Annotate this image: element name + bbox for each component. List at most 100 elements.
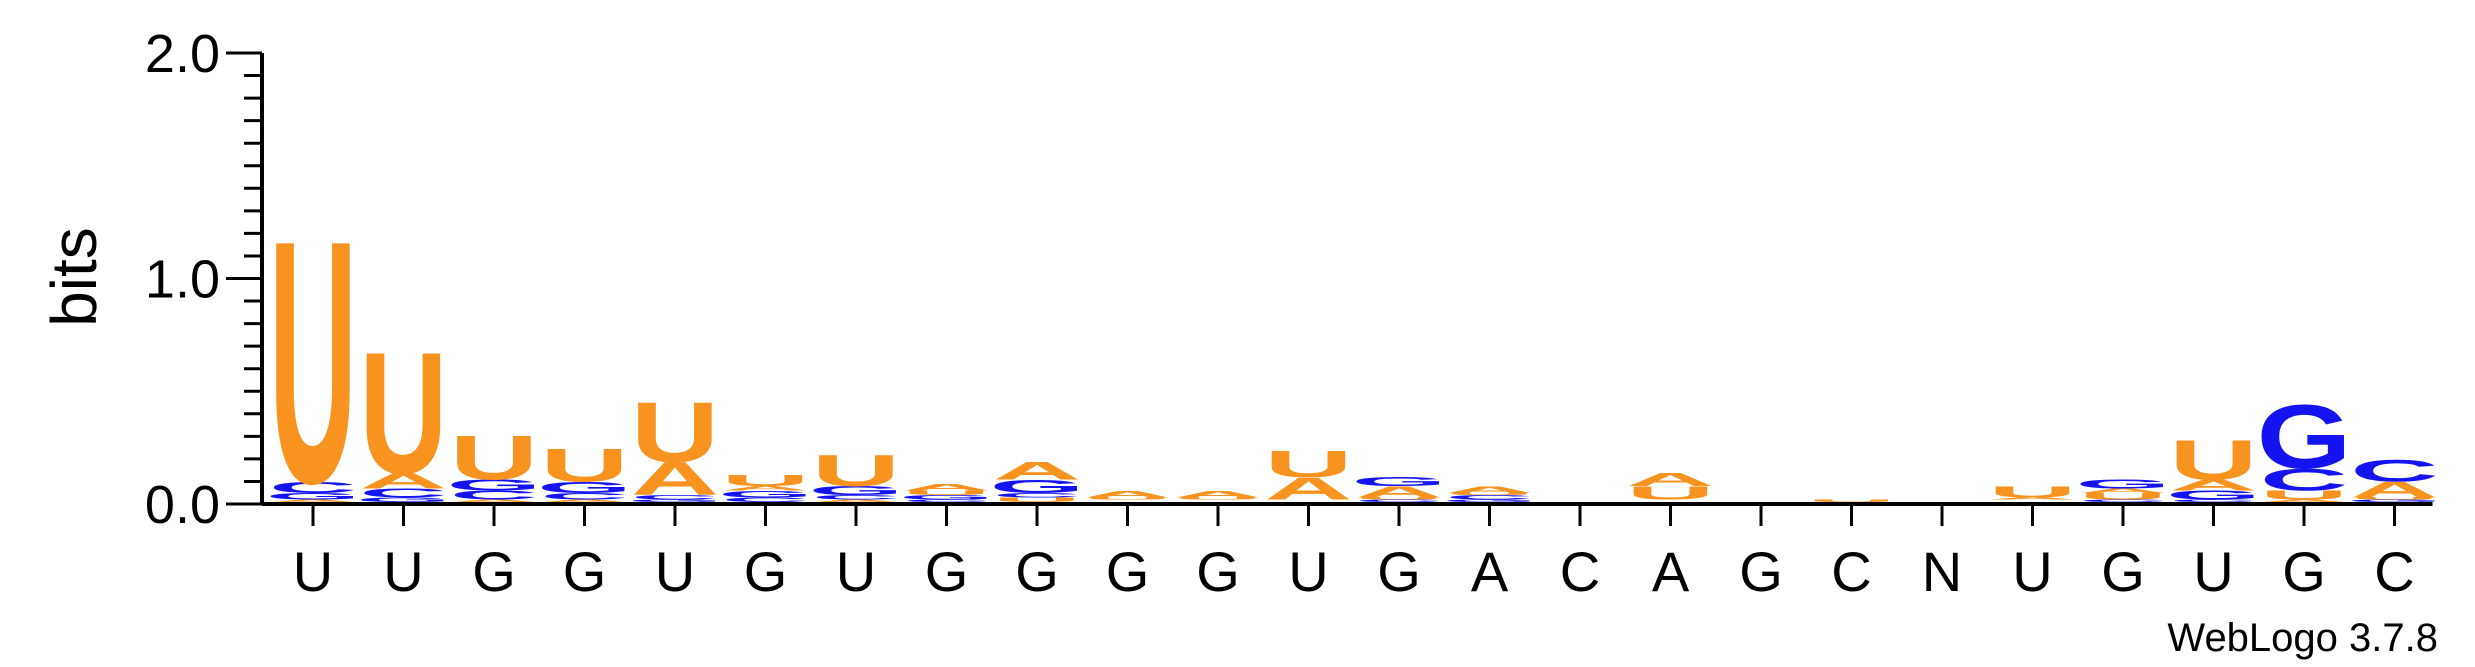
logo-letter-u: U bbox=[1988, 483, 2076, 501]
logo-letter-u: U bbox=[2079, 491, 2167, 501]
logo-letter-g: G bbox=[446, 477, 541, 495]
logo-letter-u: U bbox=[1626, 483, 1714, 504]
logo-letter-u: U bbox=[1807, 499, 1895, 502]
logo-letter-g: G bbox=[537, 479, 632, 497]
logo-letter-c: C bbox=[450, 488, 538, 502]
y-axis: 0.0 1.0 2.0 bbox=[145, 24, 264, 535]
logo-letter-c: C bbox=[2350, 453, 2438, 488]
logo-letter-u: U bbox=[1355, 497, 1443, 500]
logo-letter-c: C bbox=[2169, 499, 2257, 502]
x-tick-label: U bbox=[293, 540, 333, 603]
logo-letter-a: A bbox=[540, 499, 628, 502]
x-tick-label: A bbox=[1471, 540, 1509, 603]
logo-letter-u: U bbox=[450, 422, 538, 493]
logo-letter-a: A bbox=[1264, 471, 1352, 506]
logo-letter-g: G bbox=[808, 484, 903, 498]
x-tick-label: G bbox=[2101, 540, 2145, 603]
logo-letter-c: C bbox=[1445, 494, 1533, 501]
logo-letter-g: G bbox=[265, 491, 360, 501]
logo-letter-a: A bbox=[1083, 489, 1171, 499]
x-tick-label: G bbox=[2282, 540, 2326, 603]
logo-letter-a: A bbox=[2169, 477, 2257, 495]
x-tick-label: G bbox=[925, 540, 969, 603]
logo-letter-a: A bbox=[1355, 483, 1443, 501]
logo-letter-c: C bbox=[359, 486, 447, 500]
logo-letter-g: G bbox=[2347, 499, 2442, 502]
x-tick-label: U bbox=[836, 540, 876, 603]
logo-letter-u: U bbox=[1445, 492, 1533, 495]
logo-letter-u: U bbox=[359, 316, 447, 510]
logo-letter-g: G bbox=[2075, 477, 2170, 491]
x-tick-label: C bbox=[2374, 540, 2414, 603]
logo-letter-g: G bbox=[627, 499, 722, 502]
logo-letter-g: G bbox=[899, 494, 994, 501]
x-tick-label: U bbox=[2193, 540, 2233, 603]
y-axis-title: bits bbox=[38, 227, 110, 327]
x-tick-label: G bbox=[1106, 540, 1150, 603]
logo-letter-u: U bbox=[812, 447, 900, 496]
credit-label: WebLogo 3.7.8 bbox=[2167, 616, 2438, 660]
logo-letter-a: A bbox=[2079, 487, 2167, 494]
logo-letter-a: A bbox=[902, 482, 990, 492]
y-tick-label: 2.0 bbox=[145, 24, 220, 84]
logo-letter-g: G bbox=[356, 496, 451, 503]
logo-letter-u: U bbox=[1083, 497, 1171, 500]
logo-letter-a: A bbox=[1174, 489, 1262, 499]
logo-letter-u: U bbox=[631, 385, 719, 479]
logo-letter-a: A bbox=[631, 452, 719, 505]
y-tick-label: 0.0 bbox=[145, 475, 220, 535]
logo-letter-c: C bbox=[2260, 462, 2348, 497]
logo-letter-g: G bbox=[989, 476, 1084, 497]
logo-letter-u: U bbox=[993, 496, 1081, 503]
logo-letter-c: C bbox=[631, 494, 719, 501]
logo-letter-u: U bbox=[269, 170, 357, 557]
logo-letter-a: A bbox=[2260, 499, 2348, 502]
x-tick-label: N bbox=[1922, 540, 1962, 603]
logo-letter-g: G bbox=[2166, 488, 2261, 502]
x-tick-label: A bbox=[1652, 540, 1690, 603]
x-tick-label: C bbox=[1831, 540, 1871, 603]
logo-letter-c: C bbox=[721, 496, 809, 503]
x-tick-label: G bbox=[744, 540, 788, 603]
logo-letter-a: A bbox=[993, 457, 1081, 485]
logo-letter-a: A bbox=[450, 499, 538, 502]
logo-letter-a: A bbox=[359, 469, 447, 494]
logo-letter-a: A bbox=[2350, 478, 2438, 503]
logo-letter-a: A bbox=[721, 485, 809, 492]
logo-letter-u: U bbox=[1174, 497, 1262, 500]
logo-letter-a: A bbox=[1445, 485, 1533, 495]
logo-letter-a: A bbox=[1626, 469, 1714, 490]
logo-letter-a: A bbox=[1988, 497, 2076, 500]
x-tick-label: U bbox=[383, 540, 423, 603]
logo-letter-c: C bbox=[902, 499, 990, 502]
logo-letter-u: U bbox=[1264, 443, 1352, 485]
logo-letter-g: G bbox=[1351, 475, 1446, 489]
x-tick-label: G bbox=[1739, 540, 1783, 603]
logo-letter-a: A bbox=[269, 499, 357, 502]
logo-letter-c: C bbox=[993, 492, 1081, 499]
logo-letter-u: U bbox=[721, 472, 809, 490]
logo-letter-g: G bbox=[2256, 385, 2351, 487]
logo-letter-u: U bbox=[2350, 497, 2438, 500]
logo-letter-u: U bbox=[2169, 429, 2257, 492]
logo-letter-c: C bbox=[269, 479, 357, 497]
x-tick-label: U bbox=[2012, 540, 2052, 603]
logo-letter-u: U bbox=[540, 439, 628, 492]
logo-letter-c: C bbox=[812, 494, 900, 501]
x-tick-label: G bbox=[1196, 540, 1240, 603]
x-tick-label: G bbox=[1015, 540, 1059, 603]
logo-letter-c: C bbox=[1355, 499, 1443, 502]
x-tick-label: U bbox=[655, 540, 695, 603]
logo-letter-a: A bbox=[812, 499, 900, 502]
x-tick-label: C bbox=[1560, 540, 1600, 603]
logo-letter-c: C bbox=[540, 491, 628, 501]
x-tick-label: G bbox=[1377, 540, 1421, 603]
x-tick-label: U bbox=[1288, 540, 1328, 603]
logo-letter-u: U bbox=[2260, 488, 2348, 502]
logo-letter-c: C bbox=[2079, 499, 2167, 502]
logo-letter-g: G bbox=[1442, 499, 1537, 502]
logo-letter-u: U bbox=[902, 490, 990, 497]
